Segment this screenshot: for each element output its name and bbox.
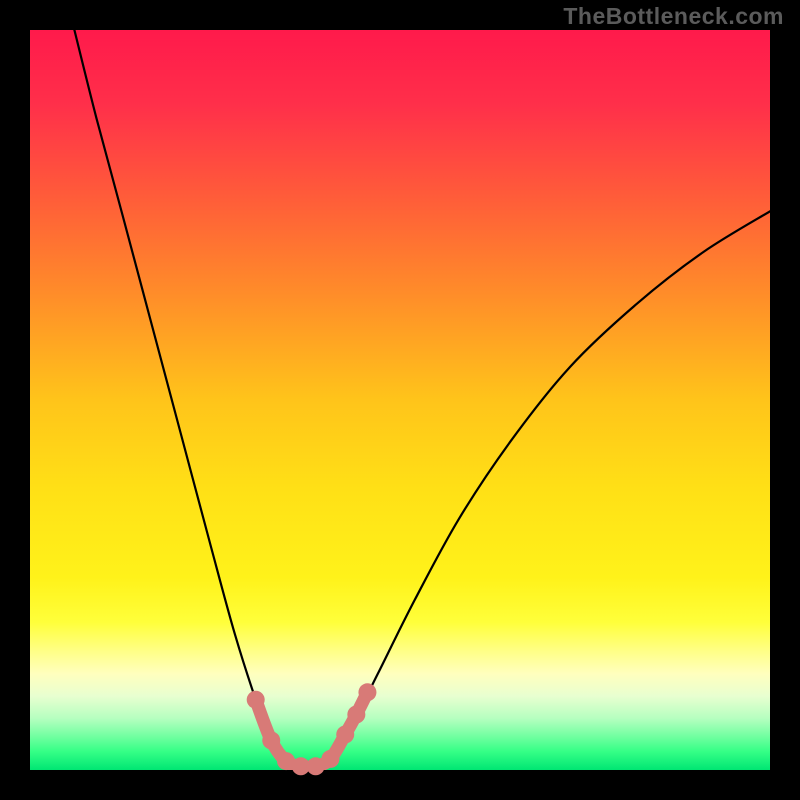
watermark-text: TheBottleneck.com	[563, 3, 784, 30]
chart-svg	[0, 0, 800, 800]
marker-dot	[358, 683, 376, 701]
marker-dot	[247, 691, 265, 709]
marker-dot	[262, 731, 280, 749]
marker-dot	[336, 725, 354, 743]
marker-dot	[321, 750, 339, 768]
chart-stage: TheBottleneck.com	[0, 0, 800, 800]
plot-background	[30, 30, 770, 770]
marker-dot	[347, 706, 365, 724]
